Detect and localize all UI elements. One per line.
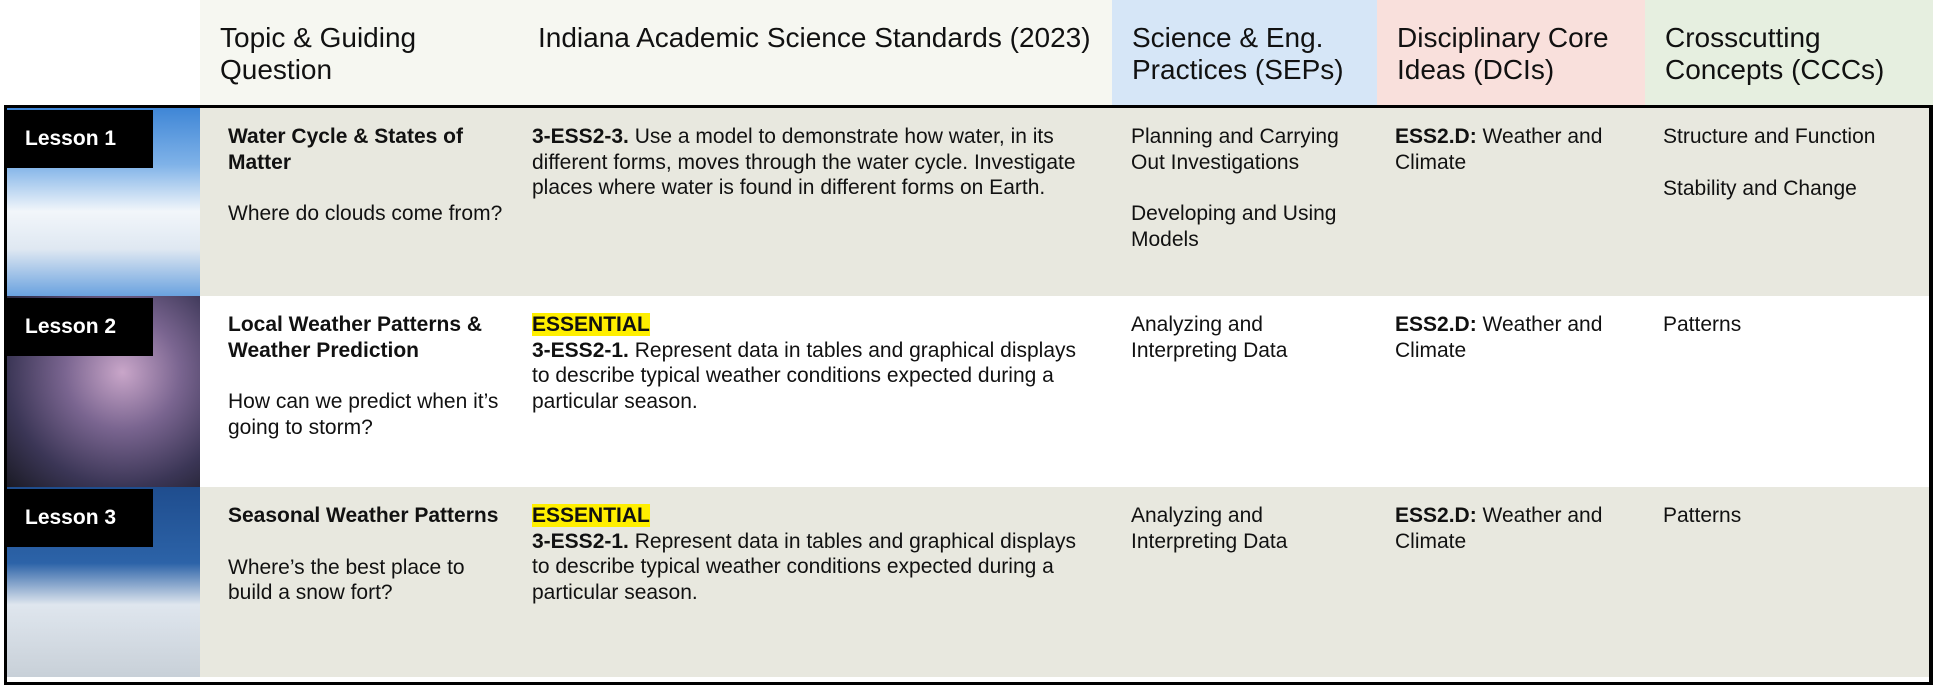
lesson-image: Lesson 1 bbox=[6, 108, 200, 296]
topic-cell: Water Cycle & States of Matter Where do c… bbox=[200, 108, 518, 296]
row-background bbox=[200, 296, 1933, 487]
column-header: Indiana Academic Science Standards (2023… bbox=[518, 0, 1112, 105]
essential-row: ESSENTIAL bbox=[532, 503, 1098, 529]
dci-cell: ESS2.D: Weather and Climate bbox=[1377, 487, 1645, 677]
standard-code: 3-ESS2-1. bbox=[532, 338, 629, 362]
row-background bbox=[200, 108, 1933, 296]
ccc-item: Patterns bbox=[1663, 504, 1742, 527]
dci-text: Weather and Climate bbox=[1395, 504, 1603, 553]
dci-code: ESS2.D: bbox=[1395, 504, 1477, 527]
dci-cell: ESS2.D: Weather and Climate bbox=[1377, 296, 1645, 487]
guiding-question: How can we predict when it’s going to st… bbox=[228, 390, 499, 439]
ccc-cell: Patterns bbox=[1645, 487, 1933, 677]
column-header: Topic & Guiding Question bbox=[200, 0, 518, 105]
lesson-label: Lesson 2 bbox=[6, 298, 153, 356]
spacer bbox=[1131, 175, 1363, 201]
ccc-item: Stability and Change bbox=[1663, 176, 1857, 200]
sep-item: Analyzing and Interpreting Data bbox=[1131, 313, 1288, 362]
sep-cell: Analyzing and Interpreting Data bbox=[1112, 487, 1377, 677]
standard-code: 3-ESS2-1. bbox=[532, 529, 629, 553]
row-background bbox=[200, 487, 1933, 677]
column-header: Crosscutting Concepts (CCCs) bbox=[1645, 0, 1933, 105]
standard-text: Use a model to demonstrate how water, in… bbox=[532, 125, 1076, 200]
ccc-cell: Structure and Function Stability and Chan… bbox=[1645, 108, 1933, 296]
sep-item: Planning and Carrying Out Investigations bbox=[1131, 125, 1339, 174]
topic-title: Seasonal Weather Patterns bbox=[228, 504, 499, 527]
standard-text: Represent data in tables and graphical d… bbox=[532, 529, 1077, 604]
standard-cell: ESSENTIAL 3-ESS2-1. Represent data in tab… bbox=[518, 487, 1112, 677]
dci-cell: ESS2.D: Weather and Climate bbox=[1377, 108, 1645, 296]
spacer bbox=[228, 529, 504, 555]
lesson-label: Lesson 1 bbox=[6, 110, 153, 168]
spacer bbox=[228, 363, 504, 389]
essential-tag: ESSENTIAL bbox=[532, 504, 650, 527]
topic-cell: Seasonal Weather Patterns Where’s the bes… bbox=[200, 487, 518, 677]
column-header: Disciplinary Core Ideas (DCIs) bbox=[1377, 0, 1645, 105]
guiding-question: Where’s the best place to build a snow f… bbox=[228, 555, 465, 605]
dci-text: Weather and Climate bbox=[1395, 125, 1603, 174]
lesson-image: Lesson 2 bbox=[6, 296, 200, 487]
essential-row: ESSENTIAL bbox=[532, 312, 1098, 338]
lesson-image: Lesson 3 bbox=[6, 487, 200, 677]
sep-item: Developing and Using Models bbox=[1131, 202, 1337, 251]
ccc-item: Patterns bbox=[1663, 313, 1742, 336]
topic-title: Water Cycle & States of Matter bbox=[228, 125, 463, 174]
column-header: Science & Eng. Practices (SEPs) bbox=[1112, 0, 1377, 105]
ccc-cell: Patterns bbox=[1645, 296, 1933, 487]
dci-code: ESS2.D: bbox=[1395, 313, 1477, 336]
topic-cell: Local Weather Patterns & Weather Predict… bbox=[200, 296, 518, 487]
sep-cell: Planning and Carrying Out Investigations… bbox=[1112, 108, 1377, 296]
topic-title: Local Weather Patterns & Weather Predict… bbox=[228, 313, 483, 362]
standard-cell: 3-ESS2-3. Use a model to demonstrate how… bbox=[518, 108, 1112, 296]
ccc-item: Structure and Function bbox=[1663, 125, 1876, 148]
sep-cell: Analyzing and Interpreting Data bbox=[1112, 296, 1377, 487]
spacer bbox=[1663, 150, 1919, 176]
spacer bbox=[228, 175, 504, 201]
essential-tag: ESSENTIAL bbox=[532, 313, 650, 336]
standard-code: 3-ESS2-3. bbox=[532, 125, 629, 148]
sep-item: Analyzing and Interpreting Data bbox=[1131, 504, 1288, 553]
standard-cell: ESSENTIAL 3-ESS2-1. Represent data in tab… bbox=[518, 296, 1112, 487]
standard-text: Represent data in tables and graphical d… bbox=[532, 338, 1077, 413]
guiding-question: Where do clouds come from? bbox=[228, 202, 503, 226]
lesson-label: Lesson 3 bbox=[6, 489, 153, 547]
dci-code: ESS2.D: bbox=[1395, 125, 1477, 148]
dci-text: Weather and Climate bbox=[1395, 313, 1603, 362]
